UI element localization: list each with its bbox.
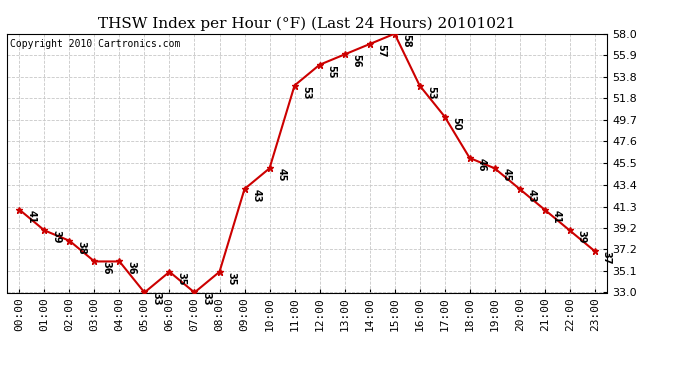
Text: 38: 38 — [77, 241, 86, 254]
Text: 53: 53 — [302, 86, 311, 99]
Text: 33: 33 — [201, 292, 211, 306]
Text: 35: 35 — [177, 272, 186, 285]
Text: 39: 39 — [51, 230, 61, 244]
Text: 46: 46 — [477, 158, 486, 171]
Text: 57: 57 — [377, 44, 386, 58]
Text: 56: 56 — [351, 54, 362, 68]
Title: THSW Index per Hour (°F) (Last 24 Hours) 20101021: THSW Index per Hour (°F) (Last 24 Hours)… — [98, 17, 516, 31]
Text: 37: 37 — [602, 251, 611, 265]
Text: 45: 45 — [502, 168, 511, 182]
Text: 43: 43 — [251, 189, 262, 202]
Text: 36: 36 — [101, 261, 111, 275]
Text: 53: 53 — [426, 86, 437, 99]
Text: 39: 39 — [577, 230, 586, 244]
Text: 45: 45 — [277, 168, 286, 182]
Text: 41: 41 — [26, 210, 37, 223]
Text: 55: 55 — [326, 65, 337, 78]
Text: 33: 33 — [151, 292, 161, 306]
Text: 50: 50 — [451, 117, 462, 130]
Text: 43: 43 — [526, 189, 537, 202]
Text: 58: 58 — [402, 34, 411, 47]
Text: Copyright 2010 Cartronics.com: Copyright 2010 Cartronics.com — [10, 39, 180, 49]
Text: 41: 41 — [551, 210, 562, 223]
Text: 35: 35 — [226, 272, 237, 285]
Text: 36: 36 — [126, 261, 137, 275]
